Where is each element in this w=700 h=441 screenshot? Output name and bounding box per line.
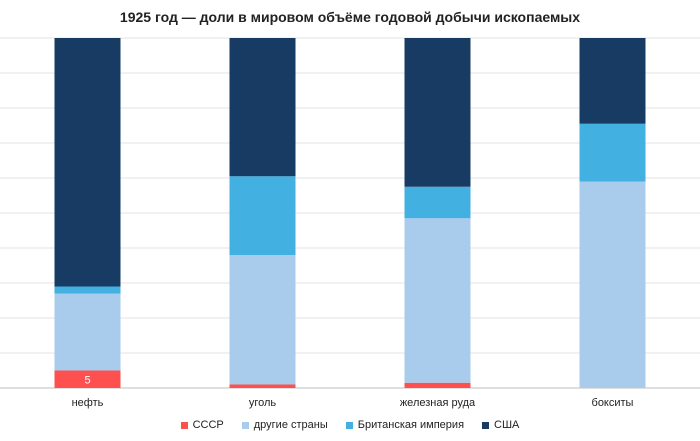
bar-segment	[229, 255, 296, 385]
legend-swatch	[482, 421, 490, 429]
category-label: уголь	[248, 397, 277, 409]
legend-item: Британская империя	[345, 419, 465, 431]
legend-swatch	[180, 421, 188, 429]
category-label: бокситы	[591, 397, 634, 409]
bar-segment	[579, 181, 646, 388]
bar-segment	[404, 382, 471, 388]
bar-segment	[229, 384, 296, 388]
legend-swatch	[345, 421, 353, 429]
bar-segment	[54, 286, 121, 294]
bar-segment	[54, 370, 121, 388]
category-label: железная руда	[399, 397, 476, 409]
legend-item: СССР	[180, 419, 224, 431]
bar-segment	[229, 38, 296, 177]
legend-label: Британская империя	[357, 419, 465, 431]
data-labels: 5	[84, 374, 90, 386]
chart-title: 1925 год — доли в мировом объёме годовой…	[119, 9, 581, 25]
bar-segment	[229, 176, 296, 255]
legend-label: другие страны	[253, 419, 328, 431]
bar-segment	[579, 38, 646, 124]
legend: СССР другие страны Британская империя США	[0, 419, 700, 431]
data-label: 5	[84, 374, 90, 386]
legend-label: СССР	[192, 419, 224, 431]
bars	[54, 38, 646, 388]
category-label: нефть	[71, 397, 104, 409]
bar-segment	[54, 293, 121, 371]
bar-segment	[404, 218, 471, 383]
bar-segment	[404, 38, 471, 187]
legend-label: США	[494, 419, 520, 431]
legend-item: США	[482, 419, 519, 431]
legend-swatch	[241, 421, 249, 429]
bar-segment	[579, 123, 646, 182]
legend-item: другие страны	[241, 419, 328, 431]
bar-segment	[54, 38, 121, 287]
bar-segment	[404, 186, 471, 219]
